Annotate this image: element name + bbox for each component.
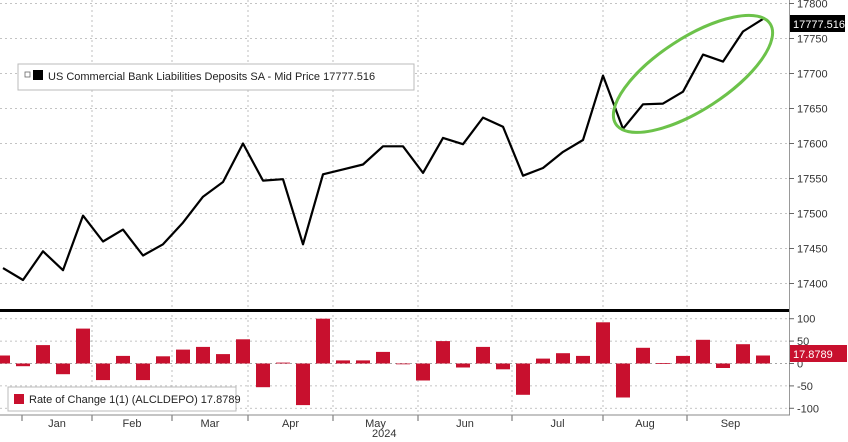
roc-bar bbox=[756, 355, 770, 364]
top-y-tick-label: 17800 bbox=[797, 0, 828, 11]
rate-of-change-bars bbox=[0, 318, 770, 406]
top-last-value-text: 17777.516 bbox=[793, 19, 845, 31]
roc-bar bbox=[76, 328, 90, 364]
roc-bar bbox=[156, 356, 170, 364]
x-month-label: Feb bbox=[123, 418, 142, 430]
roc-bar bbox=[576, 355, 590, 364]
top-y-tick-label: 17400 bbox=[797, 279, 828, 291]
roc-bar bbox=[516, 363, 530, 395]
top-panel-grid bbox=[0, 0, 789, 415]
bottom-y-tick-label: -50 bbox=[797, 381, 813, 393]
roc-bar bbox=[96, 363, 110, 381]
x-month-label: Aug bbox=[635, 418, 655, 430]
roc-bar bbox=[676, 355, 690, 364]
top-y-tick-label: 17700 bbox=[797, 69, 828, 81]
bottom-y-tick-label: 100 bbox=[797, 314, 815, 326]
top-panel-y-ticks: 17400 17450 17500 17550 17600 17650 17700 17750… bbox=[789, 0, 828, 291]
roc-bar bbox=[696, 339, 710, 364]
roc-bar bbox=[416, 363, 430, 381]
roc-bar bbox=[296, 363, 310, 406]
roc-bar bbox=[376, 351, 390, 364]
roc-bar bbox=[316, 318, 330, 364]
panel-divider bbox=[0, 309, 790, 312]
roc-bar bbox=[436, 341, 450, 364]
roc-bar bbox=[556, 353, 570, 364]
roc-bar bbox=[496, 363, 510, 370]
top-y-tick-label: 17600 bbox=[797, 139, 828, 151]
roc-bar bbox=[236, 339, 250, 364]
roc-bar bbox=[176, 349, 190, 364]
roc-bar bbox=[0, 355, 10, 364]
roc-bar bbox=[636, 347, 650, 364]
x-month-label: Jun bbox=[456, 418, 474, 430]
x-month-label: Jul bbox=[550, 418, 564, 430]
roc-bar bbox=[476, 346, 490, 364]
right-axis-line bbox=[789, 0, 790, 415]
x-month-label: Mar bbox=[201, 418, 220, 430]
roc-bar bbox=[136, 363, 150, 381]
deposits-line bbox=[2, 17, 764, 282]
top-legend-swatch bbox=[33, 70, 43, 80]
bottom-y-tick-label: 0 bbox=[797, 359, 803, 371]
x-month-label: Sep bbox=[721, 418, 741, 430]
top-y-tick-label: 17550 bbox=[797, 174, 828, 186]
bottom-legend-swatch bbox=[14, 394, 24, 404]
top-last-value-tag: 17777.516 bbox=[790, 15, 845, 32]
bottom-legend-label: Rate of Change 1(1) (ALCLDEPO) 17.8789 bbox=[29, 394, 241, 406]
roc-bar bbox=[276, 362, 290, 364]
roc-bar bbox=[196, 346, 210, 364]
roc-bar bbox=[616, 363, 630, 398]
top-y-tick-label: 17500 bbox=[797, 209, 828, 221]
top-y-tick-label: 17650 bbox=[797, 104, 828, 116]
highlight-ellipse bbox=[611, 13, 775, 134]
roc-bar bbox=[536, 358, 550, 364]
top-y-tick-label: 17750 bbox=[797, 34, 828, 46]
roc-bar bbox=[336, 360, 350, 364]
top-y-tick-label: 17450 bbox=[797, 244, 828, 256]
top-legend: US Commercial Bank Liabilities Deposits … bbox=[17, 63, 415, 91]
roc-bar bbox=[36, 345, 50, 364]
top-legend-label: US Commercial Bank Liabilities Deposits … bbox=[48, 71, 375, 83]
x-axis-ticks: Jan Feb Mar Apr May Jun Jul Aug Sep bbox=[0, 414, 790, 430]
roc-bar bbox=[736, 344, 750, 364]
roc-bar bbox=[256, 363, 270, 388]
bottom-last-value-tag: 17.8789 bbox=[790, 345, 847, 362]
roc-bar bbox=[116, 355, 130, 364]
roc-bar bbox=[456, 363, 470, 368]
roc-bar bbox=[356, 360, 370, 364]
bottom-last-value-text: 17.8789 bbox=[793, 349, 833, 361]
x-month-label: May bbox=[365, 418, 386, 430]
roc-bar bbox=[596, 322, 610, 364]
bottom-legend: Rate of Change 1(1) (ALCLDEPO) 17.8789 bbox=[7, 386, 241, 412]
roc-bar bbox=[656, 363, 670, 364]
roc-bar bbox=[56, 363, 70, 375]
bottom-y-tick-label: -100 bbox=[797, 403, 819, 415]
roc-bar bbox=[16, 363, 30, 367]
roc-bar bbox=[396, 363, 410, 365]
roc-bar bbox=[216, 354, 230, 364]
x-month-label: Apr bbox=[282, 418, 299, 430]
x-axis-year: 2024 bbox=[372, 428, 396, 440]
x-month-label: Jan bbox=[48, 418, 66, 430]
roc-bar bbox=[716, 363, 730, 368]
